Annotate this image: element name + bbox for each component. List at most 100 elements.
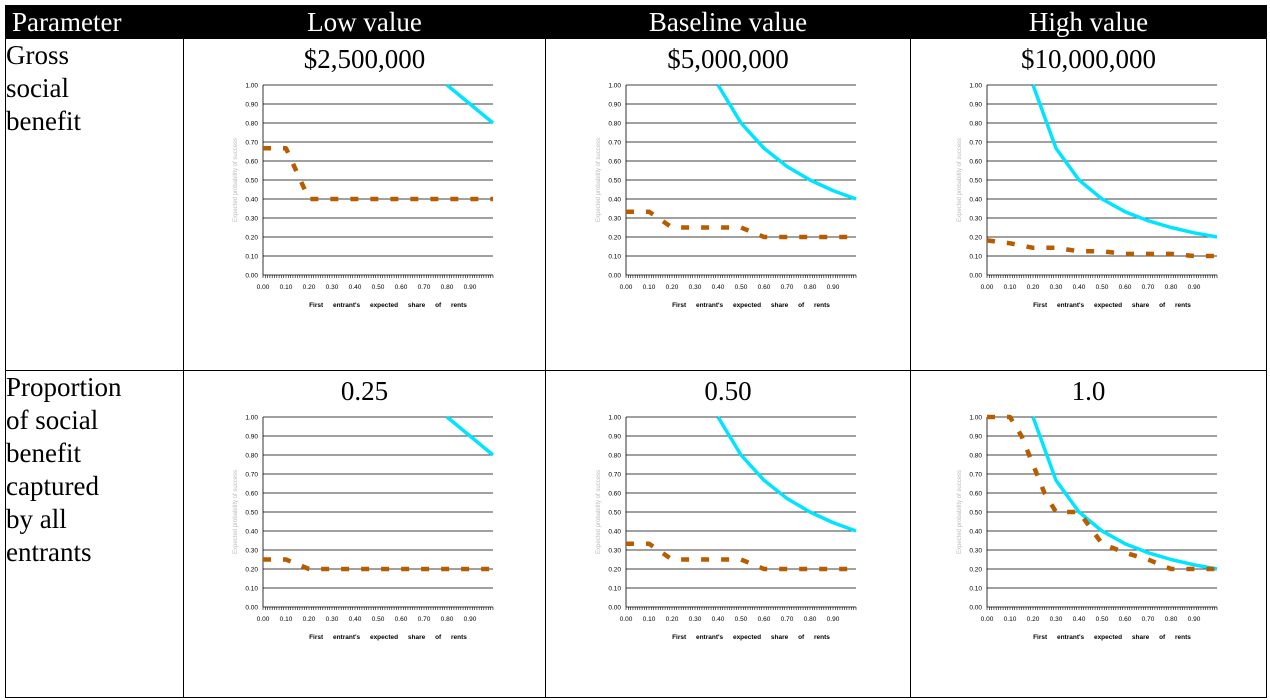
y-tick-label: 0.70 bbox=[245, 140, 258, 147]
x-tick-label: 0.90 bbox=[827, 616, 840, 623]
row-gross-social-benefit: Gross social benefit $2,500,000 0.00 0.10… bbox=[5, 38, 1267, 371]
chart: 0.00 0.10 0.20 0.30 0.40 0.50 0.60 0.70 0.80 0.90… bbox=[233, 83, 494, 309]
cell-value: 0.25 bbox=[340, 376, 389, 406]
y-tick-label: 0.90 bbox=[608, 102, 621, 109]
param-proportion-captured: Proportion of social benefit captured by… bbox=[5, 370, 184, 698]
x-tick-label: 0.20 bbox=[302, 616, 315, 623]
x-tick-label: 0.60 bbox=[394, 284, 407, 291]
y-tick-label: 0.20 bbox=[608, 235, 621, 242]
series-line-solid bbox=[716, 84, 857, 201]
y-tick-label: 0.80 bbox=[969, 453, 982, 460]
x-tick-label: 0.80 bbox=[440, 284, 453, 291]
y-tick-label: 1.00 bbox=[608, 415, 621, 422]
x-tick-label: 0.10 bbox=[279, 616, 292, 623]
x-tick-label: 0.70 bbox=[1141, 284, 1154, 291]
y-tick-label: 0.20 bbox=[245, 567, 258, 574]
x-tick-label: 0.50 bbox=[371, 616, 384, 623]
x-tick-label: 0.90 bbox=[463, 616, 476, 623]
param-line: social bbox=[6, 73, 69, 103]
y-tick-label: 0.50 bbox=[245, 178, 258, 185]
y-tick-label: 0.70 bbox=[969, 472, 982, 479]
x-axis-title: First entrant's expected share of rents bbox=[1033, 634, 1191, 641]
y-tick-label: 0.80 bbox=[245, 121, 258, 128]
y-tick-label: 0.90 bbox=[608, 434, 621, 441]
y-tick-label: 0.80 bbox=[969, 121, 982, 128]
series-line-solid bbox=[445, 415, 494, 457]
x-tick-label: 0.50 bbox=[1095, 284, 1108, 291]
x-tick-label: 0.50 bbox=[735, 284, 748, 291]
y-tick-label: 0.20 bbox=[608, 567, 621, 574]
x-tick-label: 0.50 bbox=[371, 284, 384, 291]
y-tick-label: 0.80 bbox=[245, 453, 258, 460]
y-tick-label: 0.40 bbox=[245, 197, 258, 204]
x-tick-label: 0.80 bbox=[804, 284, 817, 291]
y-tick-label: 0.10 bbox=[245, 254, 258, 261]
x-tick-label: 0.80 bbox=[804, 616, 817, 623]
x-tick-label: 0.00 bbox=[256, 616, 269, 623]
x-tick-label: 0.50 bbox=[735, 616, 748, 623]
cell-baseline-gross: $5,000,000 0.00 0.10 0.20 0.30 0.40 0.50 0.60 0… bbox=[545, 38, 911, 371]
param-line: benefit bbox=[6, 438, 81, 468]
y-tick-label: 0.50 bbox=[608, 510, 621, 517]
cell-high-proportion: 1.0 0.00 0.10 0.20 0.30 0.40 0.50 0.60 0.70 0.80… bbox=[910, 370, 1267, 698]
x-tick-label: 0.70 bbox=[417, 616, 430, 623]
x-axis-title: First entrant's expected share of rents bbox=[309, 302, 467, 309]
y-tick-label: 0.20 bbox=[969, 567, 982, 574]
y-axis-title: Expected probability of success bbox=[596, 470, 602, 554]
y-tick-label: 1.00 bbox=[245, 83, 258, 90]
chart: 0.00 0.10 0.20 0.30 0.40 0.50 0.60 0.70 0.80 0.90… bbox=[233, 415, 494, 641]
series-line-dashed bbox=[986, 238, 1217, 259]
y-tick-label: 0.70 bbox=[608, 472, 621, 479]
y-tick-label: 1.00 bbox=[969, 415, 982, 422]
x-tick-label: 0.90 bbox=[827, 284, 840, 291]
x-tick-label: 0.90 bbox=[463, 284, 476, 291]
y-tick-label: 1.00 bbox=[245, 415, 258, 422]
param-line: captured bbox=[6, 471, 99, 501]
y-tick-label: 0.30 bbox=[608, 216, 621, 223]
cell-value: 1.0 bbox=[1071, 376, 1106, 406]
x-tick-label: 0.60 bbox=[758, 616, 771, 623]
y-tick-label: 0.90 bbox=[969, 434, 982, 441]
y-tick-label: 0.10 bbox=[608, 254, 621, 261]
param-line: entrants bbox=[6, 537, 92, 567]
x-tick-label: 0.90 bbox=[1187, 616, 1200, 623]
x-tick-label: 0.10 bbox=[279, 284, 292, 291]
y-tick-label: 0.00 bbox=[969, 605, 982, 612]
y-tick-label: 0.60 bbox=[245, 159, 258, 166]
x-tick-label: 0.80 bbox=[440, 616, 453, 623]
series-line-solid bbox=[716, 416, 857, 533]
y-tick-label: 1.00 bbox=[608, 83, 621, 90]
header-parameter: Parameter bbox=[5, 5, 184, 39]
x-axis-title: First entrant's expected share of rents bbox=[672, 634, 830, 641]
x-tick-label: 0.30 bbox=[1049, 616, 1062, 623]
y-tick-label: 0.60 bbox=[608, 491, 621, 498]
cell-baseline-proportion: 0.50 0.00 0.10 0.20 0.30 0.40 0.50 0.60 0.70 0.8… bbox=[545, 370, 911, 698]
cell-low-proportion: 0.25 0.00 0.10 0.20 0.30 0.40 0.50 0.60 0.70 0.8… bbox=[183, 370, 546, 698]
chart: 0.00 0.10 0.20 0.30 0.40 0.50 0.60 0.70 0.80 0.90… bbox=[957, 83, 1217, 309]
y-tick-label: 0.40 bbox=[245, 529, 258, 536]
x-tick-label: 0.90 bbox=[1187, 284, 1200, 291]
y-tick-label: 0.30 bbox=[969, 216, 982, 223]
x-tick-label: 0.80 bbox=[1164, 284, 1177, 291]
y-tick-label: 0.80 bbox=[608, 121, 621, 128]
x-tick-label: 0.30 bbox=[325, 284, 338, 291]
x-tick-label: 0.40 bbox=[712, 284, 725, 291]
x-tick-label: 0.10 bbox=[1003, 616, 1016, 623]
cell-value: $10,000,000 bbox=[1021, 44, 1156, 74]
x-tick-label: 0.10 bbox=[1003, 284, 1016, 291]
x-tick-label: 0.70 bbox=[781, 616, 794, 623]
x-tick-label: 0.30 bbox=[689, 616, 702, 623]
chart: 0.00 0.10 0.20 0.30 0.40 0.50 0.60 0.70 0.80 0.90… bbox=[957, 414, 1217, 641]
series-line-dashed bbox=[262, 146, 493, 202]
x-tick-label: 0.00 bbox=[620, 616, 633, 623]
x-tick-label: 0.60 bbox=[1118, 284, 1131, 291]
y-tick-label: 0.40 bbox=[608, 197, 621, 204]
x-tick-label: 0.10 bbox=[643, 616, 656, 623]
x-axis-title: First entrant's expected share of rents bbox=[1033, 302, 1191, 309]
y-tick-label: 0.90 bbox=[245, 434, 258, 441]
series-line-dashed bbox=[986, 414, 1217, 572]
param-line: benefit bbox=[6, 106, 81, 136]
y-tick-label: 0.10 bbox=[969, 254, 982, 261]
y-tick-label: 0.30 bbox=[969, 548, 982, 555]
param-line: by all bbox=[6, 504, 67, 534]
